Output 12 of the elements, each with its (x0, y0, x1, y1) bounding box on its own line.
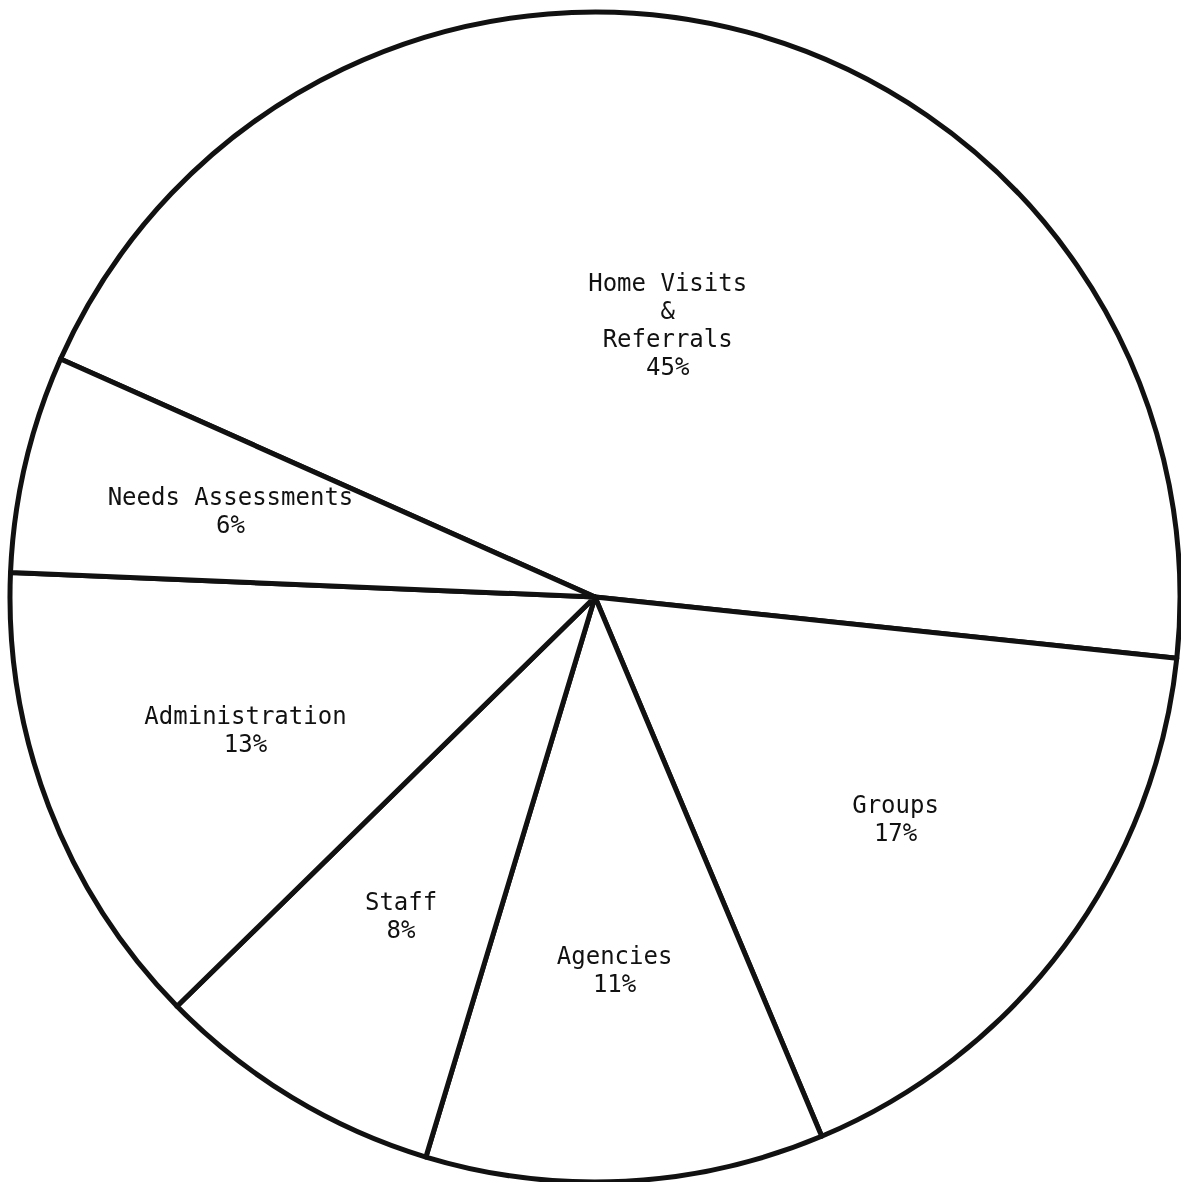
data-label: 11% (592, 969, 637, 998)
slice-label: Groups (852, 791, 939, 820)
slice-label: Agencies (556, 941, 673, 970)
data-label: 45% (646, 352, 690, 381)
data-label: 6% (216, 510, 246, 539)
slice-label: Staff (364, 888, 438, 917)
data-label: 8% (386, 916, 417, 945)
data-label: 13% (223, 730, 268, 759)
slice-label: Needs Assessments (107, 482, 354, 511)
slice-label: Home Visits & Referrals (588, 268, 748, 353)
slice-label: Administration (144, 702, 347, 731)
data-label: 17% (873, 819, 918, 848)
